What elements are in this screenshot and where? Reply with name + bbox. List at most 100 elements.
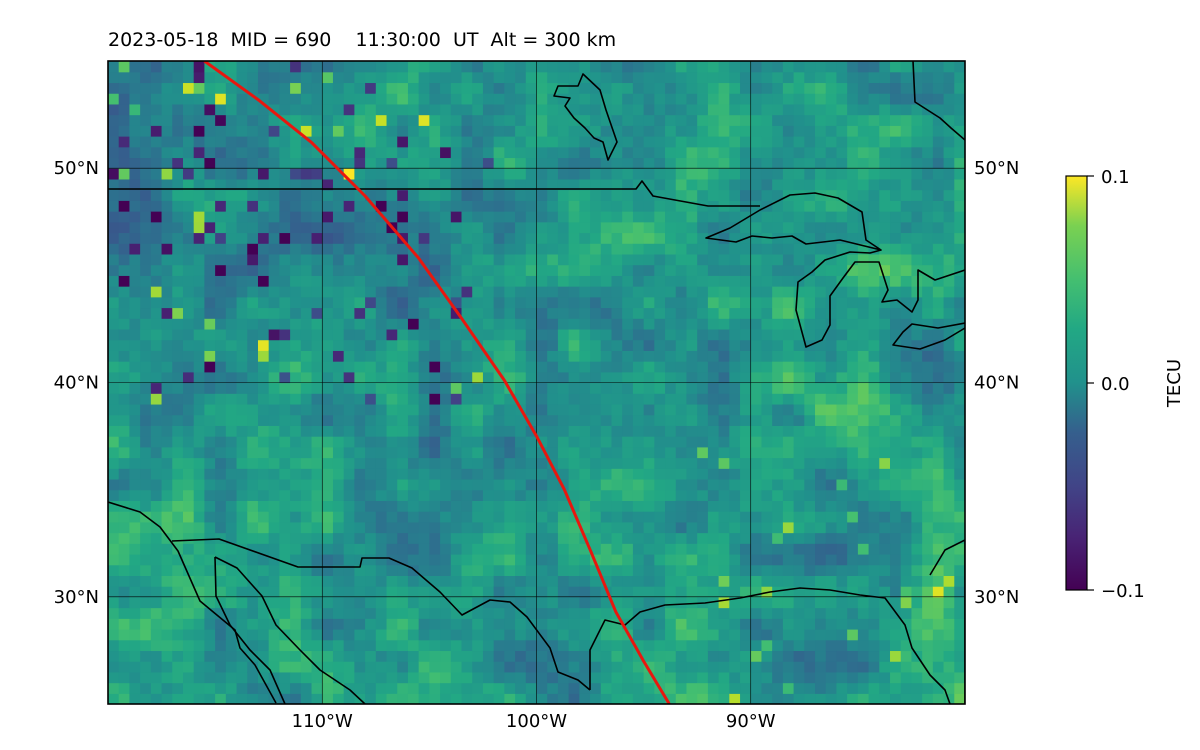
heatmap-cell: [911, 328, 923, 341]
heatmap-cell: [322, 168, 334, 180]
heatmap-cell: [386, 532, 398, 544]
heatmap-cell: [825, 232, 838, 244]
heatmap-cell: [782, 671, 795, 684]
heatmap-cell: [268, 553, 280, 566]
heatmap-cell: [215, 253, 227, 266]
heatmap-cell: [611, 82, 623, 94]
heatmap-cell: [504, 350, 516, 362]
heatmap-cell: [911, 157, 923, 169]
heatmap-cell: [729, 189, 741, 201]
heatmap-cell: [675, 61, 688, 73]
heatmap-cell: [911, 114, 923, 126]
heatmap-cell: [332, 607, 345, 619]
heatmap-cell: [804, 543, 816, 555]
heatmap-cell: [236, 671, 248, 684]
heatmap-cell: [247, 307, 259, 319]
heatmap-cell: [782, 682, 795, 694]
heatmap-cell: [386, 275, 398, 287]
heatmap-cell: [697, 607, 709, 619]
heatmap-cell: [279, 178, 291, 191]
heatmap-cell: [108, 425, 120, 437]
heatmap-cell: [547, 296, 559, 309]
heatmap-cell: [579, 168, 591, 180]
heatmap-cell: [729, 339, 741, 351]
heatmap-cell: [172, 350, 184, 362]
heatmap-cell: [675, 93, 688, 105]
heatmap-cell: [482, 511, 495, 523]
heatmap-cell: [943, 275, 955, 287]
heatmap-cell: [279, 457, 291, 469]
heatmap-cell: [108, 607, 120, 619]
heatmap-cell: [215, 275, 227, 287]
heatmap-cell: [150, 328, 163, 341]
heatmap-cell: [750, 318, 763, 330]
heatmap-cell: [643, 93, 655, 105]
heatmap-cell: [140, 264, 152, 276]
heatmap-cell: [707, 350, 720, 362]
heatmap-cell: [150, 275, 163, 287]
heatmap-cell: [847, 607, 859, 619]
heatmap-cell: [322, 553, 334, 566]
heatmap-cell: [911, 575, 923, 587]
heatmap-cell: [932, 221, 945, 234]
heatmap-cell: [354, 468, 366, 480]
heatmap-cell: [461, 286, 473, 298]
heatmap-cell: [375, 253, 388, 266]
heatmap-cell: [557, 403, 570, 416]
heatmap-cell: [472, 468, 484, 480]
heatmap-cell: [182, 211, 195, 223]
heatmap-cell: [429, 371, 441, 384]
heatmap-cell: [665, 243, 677, 255]
heatmap-cell: [890, 639, 902, 652]
heatmap-cell: [836, 318, 848, 330]
heatmap-cell: [750, 425, 763, 437]
heatmap-cell: [665, 639, 677, 652]
heatmap-cell: [590, 607, 602, 619]
heatmap-cell: [943, 71, 955, 84]
heatmap-cell: [954, 136, 965, 148]
heatmap-cell: [343, 339, 355, 351]
heatmap-cell: [825, 350, 838, 362]
heatmap-cell: [407, 693, 420, 704]
heatmap-cell: [150, 211, 163, 223]
heatmap-cell: [322, 532, 334, 544]
heatmap-cell: [900, 361, 913, 373]
heatmap-cell: [365, 478, 377, 491]
heatmap-cell: [804, 650, 816, 662]
heatmap-cell: [761, 575, 773, 587]
heatmap-cell: [118, 136, 131, 148]
heatmap-cell: [386, 71, 398, 84]
heatmap-cell: [932, 500, 945, 512]
heatmap-cell: [482, 328, 495, 341]
heatmap-cell: [772, 103, 784, 116]
heatmap-cell: [579, 125, 591, 137]
heatmap-cell: [890, 596, 902, 609]
heatmap-cell: [257, 586, 270, 598]
heatmap-cell: [225, 682, 238, 694]
heatmap-cell: [772, 650, 784, 662]
heatmap-cell: [118, 71, 131, 84]
heatmap-cell: [429, 489, 441, 501]
heatmap-cell: [761, 425, 773, 437]
heatmap-cell: [354, 328, 366, 341]
heatmap-cell: [161, 286, 173, 298]
heatmap-cell: [536, 318, 548, 330]
heatmap-cell: [740, 286, 752, 298]
heatmap-cell: [386, 328, 398, 341]
heatmap-cell: [547, 521, 559, 534]
heatmap-cell: [140, 178, 152, 191]
heatmap-cell: [557, 446, 570, 459]
heatmap-cell: [354, 650, 366, 662]
heatmap-cell: [729, 103, 741, 116]
heatmap-cell: [343, 157, 355, 169]
heatmap-cell: [311, 125, 323, 137]
heatmap-cell: [343, 189, 355, 201]
heatmap-cell: [815, 661, 827, 673]
heatmap-cell: [547, 221, 559, 234]
heatmap-cell: [943, 82, 955, 94]
heatmap-cell: [140, 307, 152, 319]
heatmap-cell: [890, 157, 902, 169]
heatmap-cell: [568, 382, 580, 394]
heatmap-cell: [890, 286, 902, 298]
heatmap-cell: [718, 393, 730, 405]
